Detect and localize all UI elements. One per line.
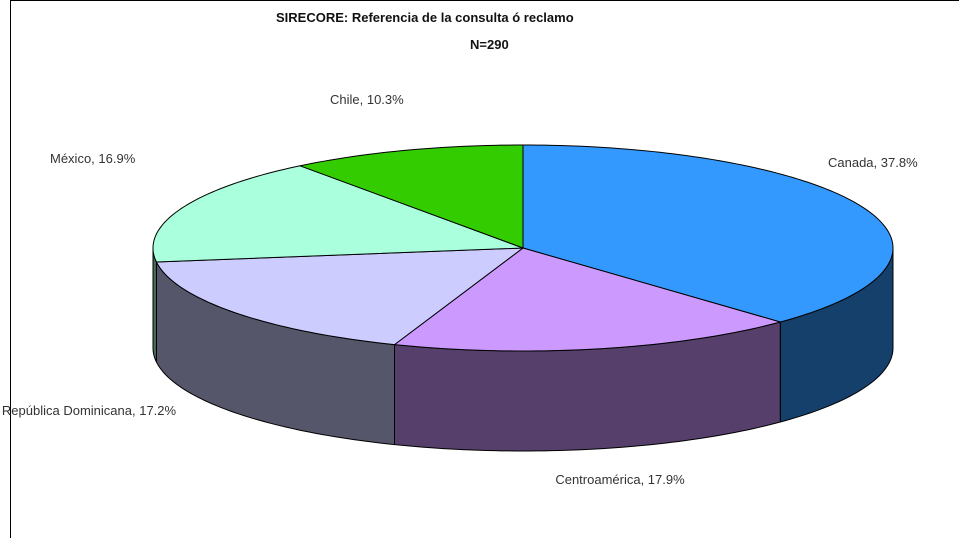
data-label: Canada, 37.8%: [828, 155, 918, 170]
data-label: Chile, 10.3%: [330, 92, 404, 107]
data-label: Centroamérica, 17.9%: [555, 472, 685, 487]
slice-side: [152, 247, 157, 363]
chart-subtitle: N=290: [470, 37, 509, 52]
pie-tops: [152, 144, 894, 352]
slice: [155, 247, 525, 346]
slice: [152, 165, 524, 263]
pie-sides: [152, 247, 894, 452]
data-label: México, 16.9%: [50, 151, 136, 166]
slice: [522, 144, 894, 323]
data-label: República Dominicana, 17.2%: [1, 403, 177, 418]
chart-title: SIRECORE: Referencia de la consulta ó re…: [276, 10, 574, 25]
slice: [298, 144, 524, 249]
slice: [393, 247, 783, 352]
